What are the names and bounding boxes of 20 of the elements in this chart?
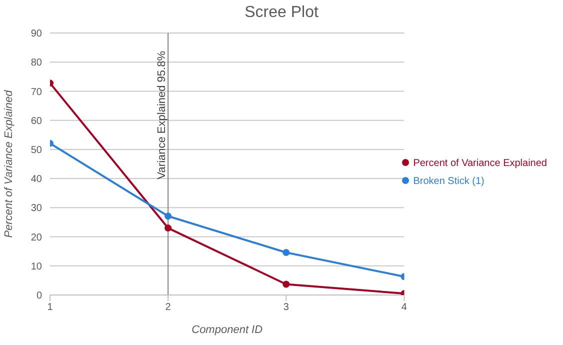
legend-label: Percent of Variance Explained xyxy=(413,158,547,168)
y-tick-label: 0 xyxy=(36,290,42,302)
y-tick-label: 40 xyxy=(30,174,42,186)
y-tick-label: 70 xyxy=(30,86,42,98)
x-tick-label: 2 xyxy=(165,302,172,314)
y-tick-label: 60 xyxy=(30,116,42,127)
x-tick-label: 1 xyxy=(47,302,54,314)
ref-line-label: Variance Explained 95.8% xyxy=(156,50,168,180)
x-tick-label: 3 xyxy=(283,302,290,314)
chart-title: Scree Plot xyxy=(244,4,320,22)
x-tick-label: 4 xyxy=(401,302,408,314)
y-tick-label: 30 xyxy=(30,203,42,214)
y-tick-label: 90 xyxy=(30,28,42,40)
legend-label: Broken Stick (1) xyxy=(413,176,484,186)
y-axis-title: Percent of Variance Explained xyxy=(2,89,15,238)
y-tick-label: 50 xyxy=(30,144,42,156)
y-tick-label: 80 xyxy=(30,58,42,69)
y-tick-label: 20 xyxy=(30,232,42,244)
y-tick-label: 10 xyxy=(30,261,42,272)
x-axis-title: Component ID xyxy=(192,324,263,336)
